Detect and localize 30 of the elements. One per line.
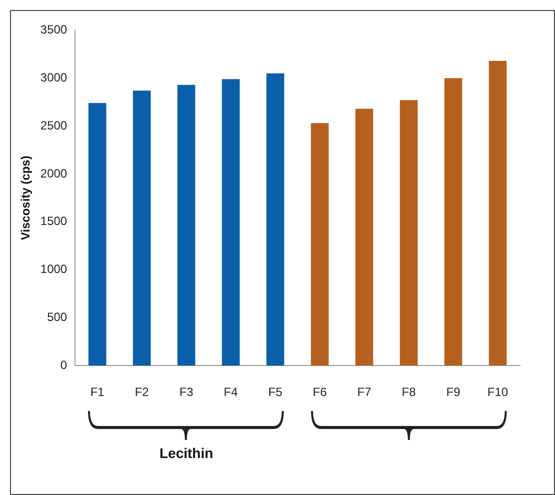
y-tick-label: 1000 [40,262,68,276]
x-tick-label: F10 [487,385,508,400]
y-tick-label: 2500 [40,118,68,132]
x-tick-label: F2 [134,385,150,400]
bar [266,73,284,366]
bar [88,103,106,366]
x-tick-label: F8 [402,385,416,400]
x-tick-label: F9 [446,385,461,400]
x-tick-label: F1 [90,385,105,400]
y-tick-label: 0 [60,358,68,372]
bar [488,60,507,366]
x-tick-label: F7 [357,385,372,400]
x-tick-label: F6 [312,385,328,400]
text: Lecithin [159,444,214,461]
y-tick-label: 3500 [40,22,68,37]
bar [355,108,374,366]
bar [132,90,151,366]
x-tick-label: F4 [224,385,238,400]
x-tick-label: F3 [179,385,194,400]
y-tick-label: 500 [47,310,68,324]
bar [400,100,418,366]
y-axis-title: Viscosity (cps) [18,156,33,240]
bar [310,123,329,366]
x-tick-label: F5 [268,385,283,400]
y-tick-label: 1500 [40,214,68,228]
bar [177,84,196,366]
bar [444,78,462,366]
y-tick-label: 2000 [40,166,68,180]
bar [222,79,240,366]
y-tick-label: 3000 [40,70,68,84]
